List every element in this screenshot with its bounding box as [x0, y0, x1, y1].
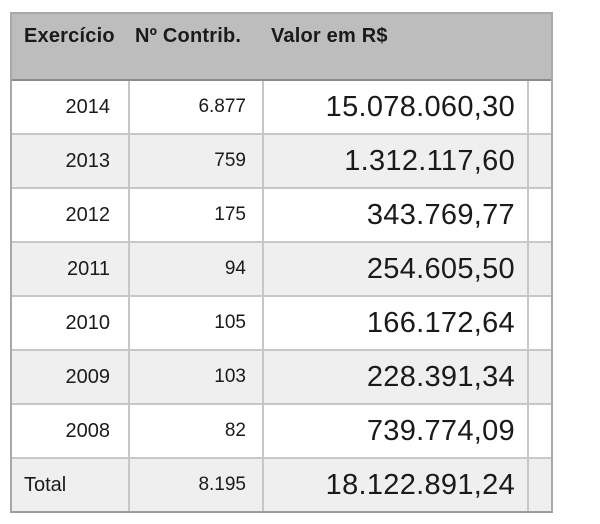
exercicio-cell: 2014 [65, 95, 111, 118]
table-row-2008: 2008 82 739.774,09 [12, 405, 551, 459]
column-header-spacer [527, 14, 551, 79]
spacer-cell [527, 243, 551, 295]
contrib-cell: 759 [128, 135, 262, 187]
table-header-row: Exercício Nº Contrib. Valor em R$ [12, 14, 551, 81]
contrib-cell: 6.877 [128, 81, 262, 133]
valor-cell: 15.078.060,30 [262, 81, 527, 133]
table-row-2013: 2013 759 1.312.117,60 [12, 135, 551, 189]
contrib-cell: 175 [128, 189, 262, 241]
spacer-cell [527, 351, 551, 403]
exercicio-cell: 2013 [65, 149, 111, 172]
contrib-cell: 82 [128, 405, 262, 457]
column-header-exercicio: Exercício [24, 25, 115, 47]
spacer-cell [527, 459, 551, 511]
valor-cell: 254.605,50 [262, 243, 527, 295]
contributions-table: Exercício Nº Contrib. Valor em R$ 2014 6… [10, 12, 553, 513]
column-header-contrib: Nº Contrib. [135, 25, 242, 47]
exercicio-cell: 2010 [65, 311, 111, 334]
exercicio-cell: 2012 [65, 203, 111, 226]
spacer-cell [527, 81, 551, 133]
valor-cell: 228.391,34 [262, 351, 527, 403]
table-row-total: Total 8.195 18.122.891,24 [12, 459, 551, 511]
exercicio-cell: 2008 [65, 419, 111, 442]
column-header-valor: Valor em R$ [271, 25, 388, 47]
valor-cell: 739.774,09 [262, 405, 527, 457]
valor-cell: 1.312.117,60 [262, 135, 527, 187]
total-label: Total [24, 473, 67, 496]
valor-cell: 343.769,77 [262, 189, 527, 241]
total-valor-cell: 18.122.891,24 [262, 459, 527, 511]
spacer-cell [527, 297, 551, 349]
exercicio-cell: 2009 [65, 365, 111, 388]
spacer-cell [527, 135, 551, 187]
total-contrib-cell: 8.195 [128, 459, 262, 511]
table-row-2011: 2011 94 254.605,50 [12, 243, 551, 297]
spacer-cell [527, 405, 551, 457]
contrib-cell: 103 [128, 351, 262, 403]
spacer-cell [527, 189, 551, 241]
contrib-cell: 105 [128, 297, 262, 349]
table-row-2009: 2009 103 228.391,34 [12, 351, 551, 405]
valor-cell: 166.172,64 [262, 297, 527, 349]
table-row-2010: 2010 105 166.172,64 [12, 297, 551, 351]
contrib-cell: 94 [128, 243, 262, 295]
table-row-2014: 2014 6.877 15.078.060,30 [12, 81, 551, 135]
table-row-2012: 2012 175 343.769,77 [12, 189, 551, 243]
exercicio-cell: 2011 [66, 257, 110, 280]
